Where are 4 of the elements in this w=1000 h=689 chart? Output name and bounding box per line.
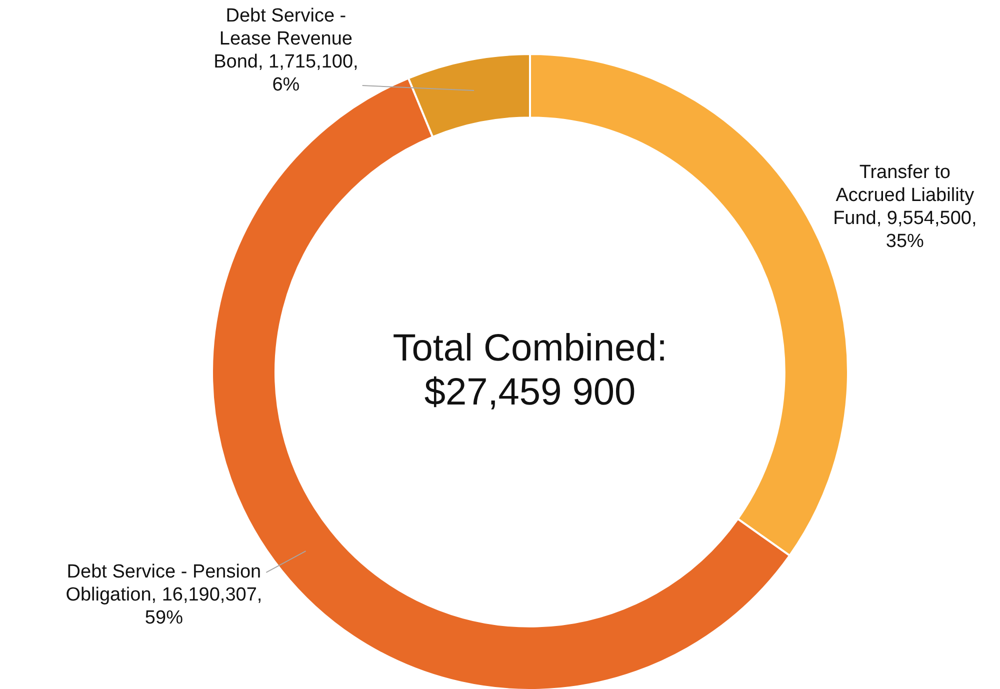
slice-label: Debt Service - Pension Obligation, 16,190,307, 59% <box>66 562 262 629</box>
text: Total Combined: $27,459 900 <box>392 327 668 414</box>
slice-label: Transfer to Accrued Liability Fund, 9,554,500, 35% <box>833 162 977 252</box>
slice-label: Debt Service - Lease Revenue Bond, 1,715,100, 6% <box>214 6 358 96</box>
